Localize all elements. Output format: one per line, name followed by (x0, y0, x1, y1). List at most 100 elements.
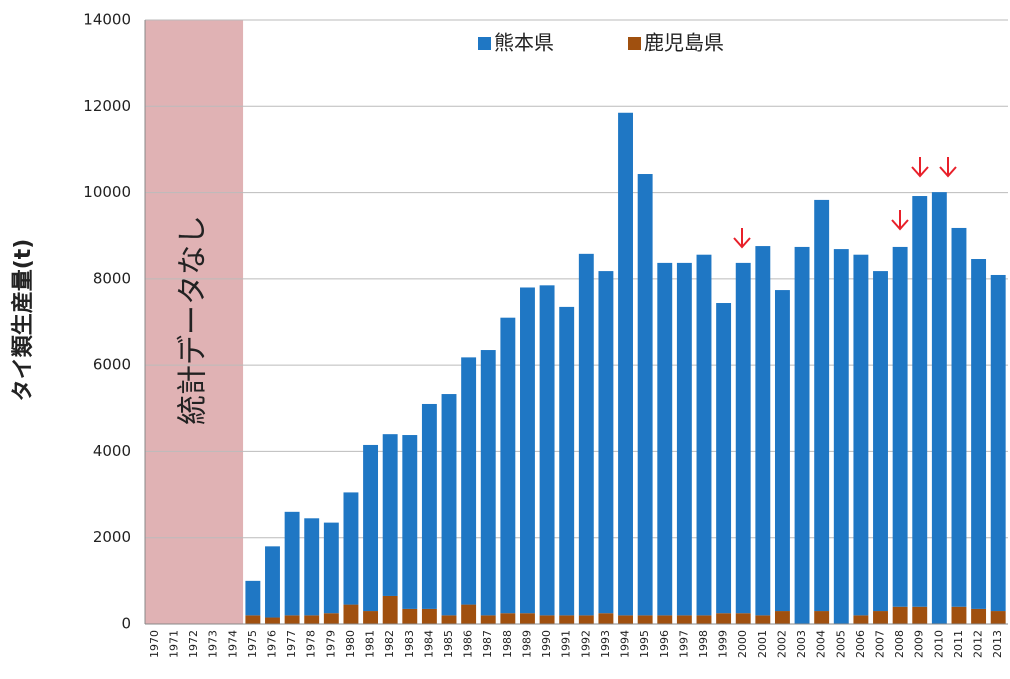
arrow (939, 157, 957, 178)
bar (676, 615, 692, 624)
x-tick-label: 1983 (403, 630, 416, 658)
bar (892, 246, 908, 607)
bar (892, 606, 908, 624)
x-tick-label: 1989 (520, 630, 533, 658)
legend-swatch (628, 37, 641, 50)
bar (284, 511, 300, 616)
bar (990, 274, 1006, 612)
bar (363, 611, 379, 624)
x-tick-label: 1985 (442, 630, 455, 658)
x-tick-label: 2013 (991, 630, 1004, 658)
bar (755, 246, 771, 616)
bar (559, 306, 575, 616)
x-tick-label: 1973 (207, 630, 220, 658)
annotation: 統計データなし (176, 215, 211, 425)
x-tick-label: 2001 (756, 630, 769, 658)
x-tick-label: 1982 (383, 630, 396, 658)
bar (853, 254, 869, 616)
bar (461, 604, 477, 624)
x-tick-label: 1971 (167, 630, 180, 658)
bar (657, 615, 673, 624)
bar (794, 246, 810, 624)
bar (500, 317, 516, 614)
bar (735, 262, 751, 614)
arrow (911, 157, 929, 178)
bar (618, 615, 633, 624)
arrow (891, 210, 909, 231)
x-tick-label: 2005 (834, 630, 847, 658)
bar (323, 613, 339, 624)
bar (539, 285, 555, 616)
x-tick-label: 1992 (579, 630, 592, 658)
x-tick-label: 2000 (736, 630, 749, 658)
bar (343, 604, 359, 624)
bar (814, 199, 830, 612)
bar (912, 606, 928, 624)
bar (441, 615, 457, 624)
bar (421, 403, 437, 609)
bar (716, 303, 732, 614)
y-axis-label: タイ類生産量(t) (10, 239, 36, 402)
x-tick-label: 1995 (638, 630, 651, 658)
x-tick-label: 1988 (501, 630, 514, 658)
bar (245, 580, 261, 616)
x-tick-label: 1976 (265, 630, 278, 658)
bar (676, 262, 692, 616)
bar (912, 196, 928, 607)
bar (363, 444, 379, 612)
bar (696, 254, 712, 616)
x-tick-label: 1996 (658, 630, 671, 658)
bar (755, 615, 771, 624)
bar (618, 112, 633, 616)
x-tick-label: 1972 (187, 630, 200, 658)
bar (814, 611, 830, 624)
bar (971, 608, 987, 624)
x-tick-label: 2006 (854, 630, 867, 658)
arrow (733, 228, 751, 249)
bar (539, 615, 555, 624)
y-tick-label: 8000 (93, 269, 131, 287)
bar (931, 192, 947, 624)
bar (578, 253, 594, 616)
bar (382, 434, 398, 596)
bar (951, 227, 967, 607)
bar (402, 608, 418, 624)
bar (520, 613, 535, 624)
bar (323, 522, 339, 614)
bar (598, 613, 614, 624)
x-tick-label: 1999 (717, 630, 730, 658)
x-tick-label: 2011 (952, 630, 965, 658)
legend-swatch (478, 37, 491, 50)
bar (774, 290, 790, 612)
x-tick-label: 1980 (344, 630, 357, 658)
y-tick-label: 6000 (93, 356, 131, 374)
bar (990, 611, 1006, 624)
bar (461, 357, 477, 605)
x-tick-label: 2004 (815, 630, 828, 658)
bar (716, 613, 732, 624)
bar (637, 615, 653, 624)
x-tick-label: 1991 (560, 630, 573, 658)
x-tick-label: 1997 (677, 630, 690, 658)
x-tick-label: 2010 (932, 630, 945, 658)
bar (245, 615, 261, 624)
x-tick-label: 1994 (619, 630, 632, 658)
x-tick-label: 1981 (364, 630, 377, 658)
x-tick-label: 2003 (795, 630, 808, 658)
bar (402, 435, 418, 609)
bar (735, 613, 751, 624)
bar (500, 613, 516, 624)
bar (382, 595, 398, 624)
legend-label: 鹿児島県 (644, 31, 724, 55)
bar (441, 394, 457, 616)
x-tick-label: 1993 (599, 630, 612, 658)
bar (304, 518, 320, 616)
x-tick-label: 1979 (324, 630, 337, 658)
x-tick-label: 1990 (540, 630, 553, 658)
no-data-region (145, 20, 244, 624)
x-tick-label: 1975 (246, 630, 259, 658)
bar (873, 271, 888, 612)
bar (696, 615, 712, 624)
bar (833, 249, 849, 625)
y-tick-label: 10000 (83, 183, 131, 201)
